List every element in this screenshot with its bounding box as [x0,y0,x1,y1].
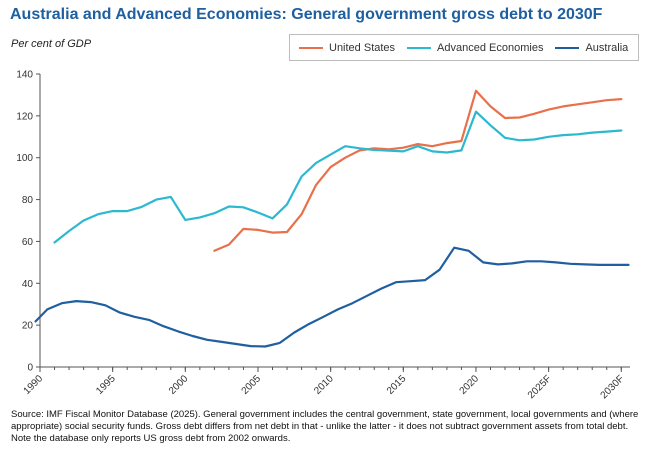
y-tick-label: 20 [22,321,34,332]
legend: United States Advanced Economies Austral… [289,34,639,61]
y-tick-label: 80 [22,195,34,206]
legend-item-advanced-economies: Advanced Economies [407,42,543,54]
y-tick-label: 120 [16,111,33,122]
y-tick-label: 140 [16,70,33,81]
x-tick-label: 2000 [167,373,191,397]
legend-item-australia: Australia [555,42,628,54]
y-tick-label: 60 [22,237,34,248]
x-tick-label: 1990 [22,373,46,397]
x-tick-label: 1995 [94,373,118,397]
y-axis-unit-label: Per cent of GDP [11,38,92,50]
series-line-united-states [213,89,623,252]
legend-swatch-australia [555,46,580,49]
source-note: Source: IMF Fiscal Monitor Database (202… [11,409,639,444]
series-line-advanced-economies [53,110,623,244]
x-tick-label: 2015 [385,373,409,397]
legend-swatch-advanced-economies [407,46,432,49]
series-line-australia [34,246,630,348]
chart-title: Australia and Advanced Economies: Genera… [10,6,603,23]
legend-label-advanced-economies: Advanced Economies [437,41,544,54]
y-tick-label: 0 [27,363,33,374]
x-tick-label: 2020 [458,373,482,397]
x-tick-label: 2030F [599,373,627,401]
legend-item-united-states: United States [299,42,395,54]
legend-swatch-united-states [299,46,323,49]
x-tick-label: 2005 [240,373,264,397]
legend-label-united-states: United States [329,41,396,54]
legend-label-australia: Australia [585,41,629,54]
x-tick-label: 2010 [312,373,336,397]
x-tick-label: 2025F [526,373,554,401]
y-tick-label: 100 [16,153,33,164]
y-tick-label: 40 [22,279,34,290]
